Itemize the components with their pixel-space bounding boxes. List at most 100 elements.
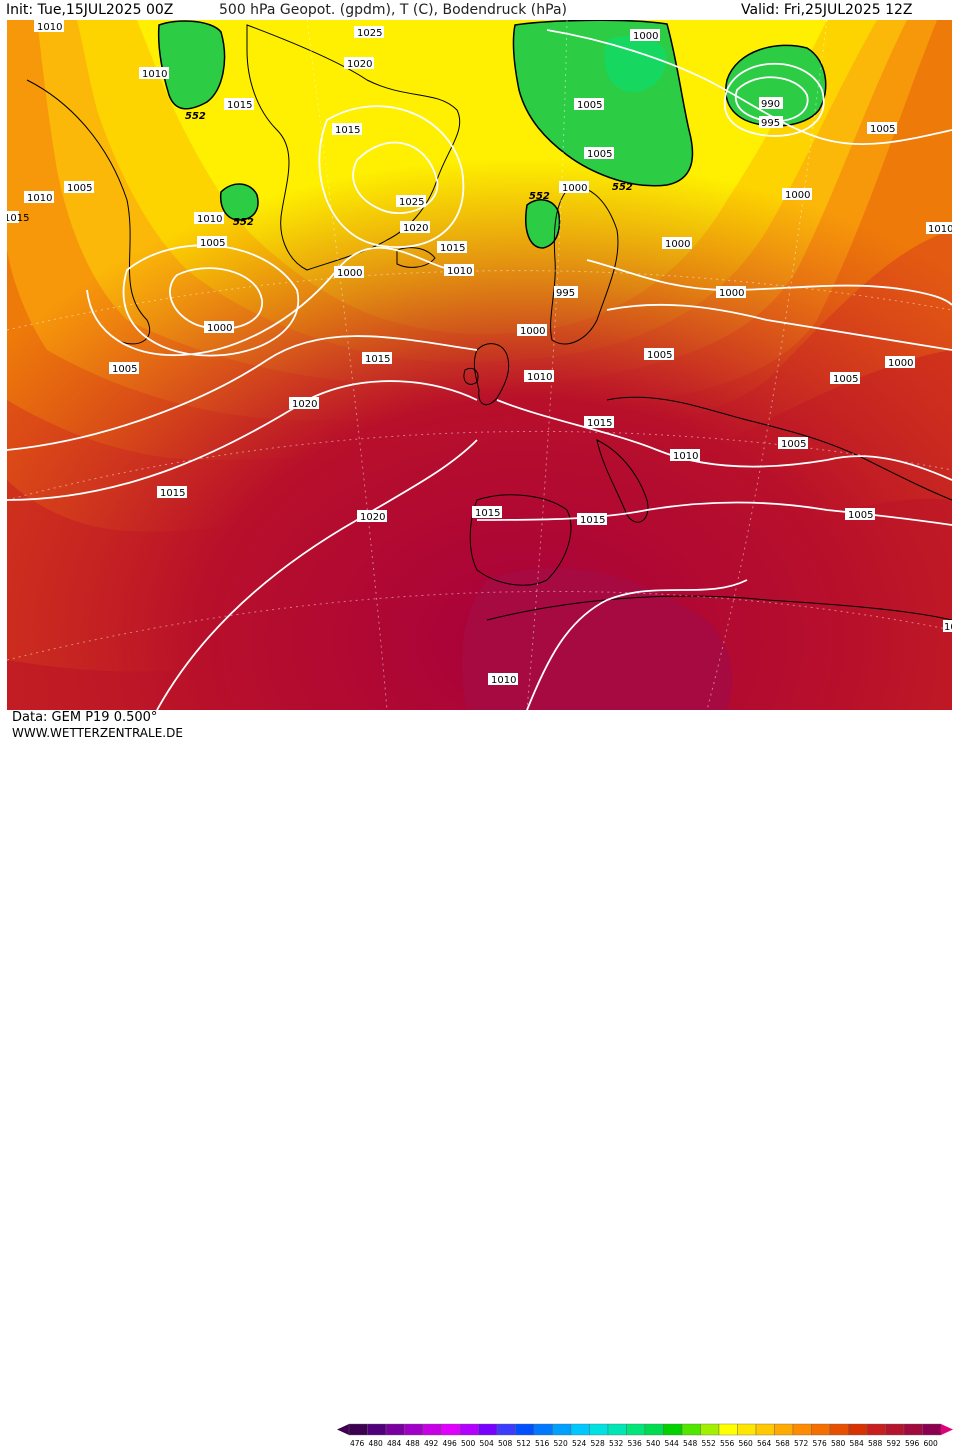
low-552-davis <box>219 183 259 221</box>
svg-text:1015: 1015 <box>160 488 185 499</box>
map-title: 500 hPa Geopot. (gpdm), T (C), Bodendruc… <box>219 2 567 18</box>
isobar-label: 1005 <box>778 437 808 450</box>
legend-value: 512 <box>517 1439 532 1448</box>
legend-value: 492 <box>424 1439 439 1448</box>
isobar-1015-med <box>476 501 952 526</box>
legend-swatch <box>681 1423 701 1436</box>
svg-text:1000: 1000 <box>888 358 913 369</box>
legend-value: 540 <box>646 1439 661 1448</box>
isobar-label: 1000 <box>334 266 364 279</box>
svg-text:1010: 1010 <box>928 224 952 235</box>
svg-text:1010: 1010 <box>7 20 32 23</box>
init-time: Init: Tue,15JUL2025 00Z <box>6 2 174 18</box>
svg-text:1010: 1010 <box>447 266 472 277</box>
isobar-995 <box>723 62 825 137</box>
legend-value: 588 <box>868 1439 883 1448</box>
svg-text:1020: 1020 <box>403 223 428 234</box>
greenland-coast <box>246 24 461 271</box>
svg-text:1000: 1000 <box>665 239 690 250</box>
legend-arrow-right <box>941 1424 953 1435</box>
isobar-label: 1005 <box>64 181 94 194</box>
svg-text:1000: 1000 <box>207 323 232 334</box>
svg-text:1020: 1020 <box>360 512 385 523</box>
isobar-label: 1000 <box>630 29 660 42</box>
map-header: Init: Tue,15JUL2025 00Z 500 hPa Geopot. … <box>0 0 959 20</box>
isobar-label: 1015 <box>7 211 29 224</box>
svg-text:1005: 1005 <box>870 124 895 135</box>
weather-map: 1010 1010 1005 1010 1015 1025 1020 1015 … <box>7 20 952 710</box>
svg-text:1000: 1000 <box>719 288 744 299</box>
legend-value: 476 <box>350 1439 365 1448</box>
isobar-1010-west <box>86 246 458 356</box>
svg-text:1000: 1000 <box>944 622 952 633</box>
iceland-coast <box>396 247 436 268</box>
contour-552-label: 552 <box>185 111 206 122</box>
legend-value: 524 <box>572 1439 587 1448</box>
north-africa-coast <box>486 595 952 621</box>
legend-swatch <box>367 1423 387 1436</box>
legend-swatch <box>626 1423 646 1436</box>
legend-swatch <box>866 1423 886 1436</box>
legend-value: 516 <box>535 1439 550 1448</box>
isobar-1020-mid <box>7 380 478 501</box>
valid-time: Valid: Fri,25JUL2025 12Z <box>741 2 913 18</box>
isobar-label: 995 <box>554 286 578 299</box>
svg-text:1025: 1025 <box>357 28 382 39</box>
legend-swatch <box>515 1423 535 1436</box>
isobar-label: 1000 <box>885 356 915 369</box>
coastlines <box>26 24 952 621</box>
isobar-label: 995 <box>759 116 783 129</box>
svg-text:1015: 1015 <box>440 243 465 254</box>
legend-value: 600 <box>924 1439 939 1448</box>
svg-text:1005: 1005 <box>7 20 32 23</box>
legend-arrow-left <box>337 1424 349 1435</box>
legend-value: 580 <box>831 1439 846 1448</box>
legend-value: 564 <box>757 1439 772 1448</box>
isobar-label: 1010 <box>926 222 952 235</box>
isobar-label: 1010 <box>194 212 224 225</box>
legend-value: 504 <box>480 1439 495 1448</box>
svg-text:1005: 1005 <box>647 350 672 361</box>
isobar-label: 1005 <box>830 372 860 385</box>
isobar-label: 1015 <box>224 98 254 111</box>
legend-swatch <box>552 1423 572 1436</box>
svg-text:1010: 1010 <box>27 193 52 204</box>
isobar-label: 1010 <box>524 370 554 383</box>
isobar-labels: 1010 1010 1005 1010 1015 1025 1020 1015 … <box>7 20 952 686</box>
isobar-label: 1020 <box>357 510 387 523</box>
legend-value: 568 <box>776 1439 791 1448</box>
svg-text:1000: 1000 <box>785 190 810 201</box>
isobar-1020-greenland <box>318 105 465 249</box>
isobar-1010-europe <box>496 399 952 481</box>
legend-swatch <box>903 1423 923 1436</box>
svg-text:1005: 1005 <box>833 374 858 385</box>
svg-text:1015: 1015 <box>227 100 252 111</box>
legend-swatch <box>533 1423 553 1436</box>
isobar-label: 1000 <box>559 181 589 194</box>
legend-value: 496 <box>443 1439 458 1448</box>
legend-value: 528 <box>591 1439 606 1448</box>
isobar-label: 1010 <box>34 20 64 33</box>
isobar-label: 1000 <box>662 237 692 250</box>
isobar-1000-west <box>169 267 263 330</box>
legend-value: 592 <box>887 1439 902 1448</box>
legend-swatch <box>755 1423 775 1436</box>
svg-text:1015: 1015 <box>580 515 605 526</box>
contour-552-label: 552 <box>612 182 633 193</box>
svg-text:995: 995 <box>761 118 780 129</box>
field-band-596 <box>462 567 732 710</box>
svg-text:1015: 1015 <box>475 508 500 519</box>
scandinavia-coast <box>550 186 619 345</box>
svg-text:1020: 1020 <box>347 59 372 70</box>
legend-swatch <box>459 1423 479 1436</box>
italy-coast <box>596 439 649 523</box>
isobar-label: 1005 <box>867 122 897 135</box>
isobar-label: 1005 <box>109 362 139 375</box>
svg-text:1000: 1000 <box>337 268 362 279</box>
svg-text:1015: 1015 <box>365 354 390 365</box>
isobar-label: 1000 <box>204 321 234 334</box>
legend-scale: 476 480 484 488 492 496 500 504 508 512 516 520 524 5… <box>337 1423 953 1448</box>
isobar-1015-mid <box>7 335 478 451</box>
legend-value: 488 <box>406 1439 421 1448</box>
legend-swatch <box>922 1423 942 1436</box>
